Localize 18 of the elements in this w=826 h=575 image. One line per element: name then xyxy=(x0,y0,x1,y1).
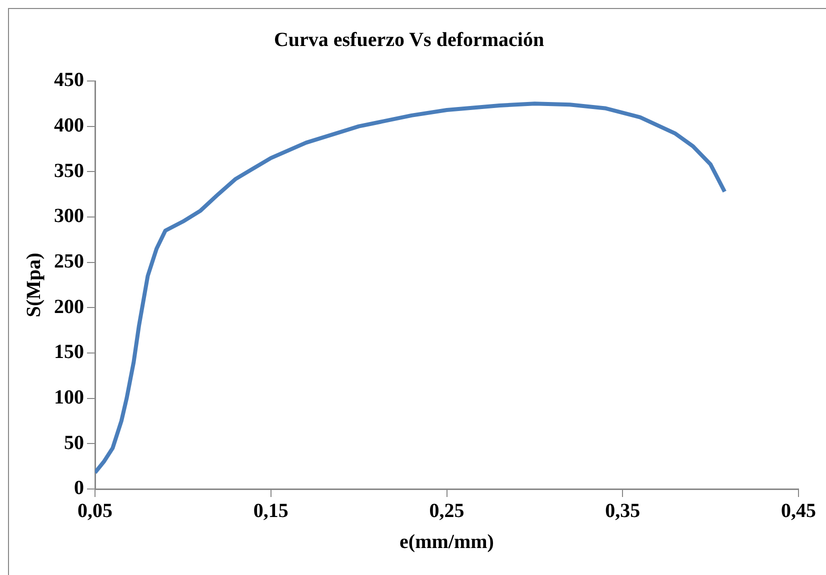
x-tick-label: 0,25 xyxy=(429,500,464,522)
y-tick-label: 0 xyxy=(74,477,84,500)
chart-title: Curva esfuerzo Vs deformación xyxy=(274,29,544,52)
y-axis-title: S(Mpa) xyxy=(23,252,46,318)
y-tick-label: 100 xyxy=(54,386,84,409)
y-tick-label: 350 xyxy=(54,160,84,182)
y-tick-label: 400 xyxy=(54,114,84,137)
x-axis-title: e(mm/mm) xyxy=(400,531,494,554)
x-tick-label: 0,35 xyxy=(605,500,640,522)
y-tick-label: 300 xyxy=(54,205,84,228)
y-tick-label: 450 xyxy=(54,69,84,92)
x-tick-label: 0,15 xyxy=(253,500,288,522)
y-tick-label: 250 xyxy=(54,250,84,273)
y-tick-label: 150 xyxy=(54,341,84,364)
y-tick-label: 200 xyxy=(54,296,84,318)
x-tick-label: 0,45 xyxy=(781,500,816,522)
y-tick-label: 50 xyxy=(64,432,84,454)
x-tick-label: 0,05 xyxy=(78,500,112,522)
